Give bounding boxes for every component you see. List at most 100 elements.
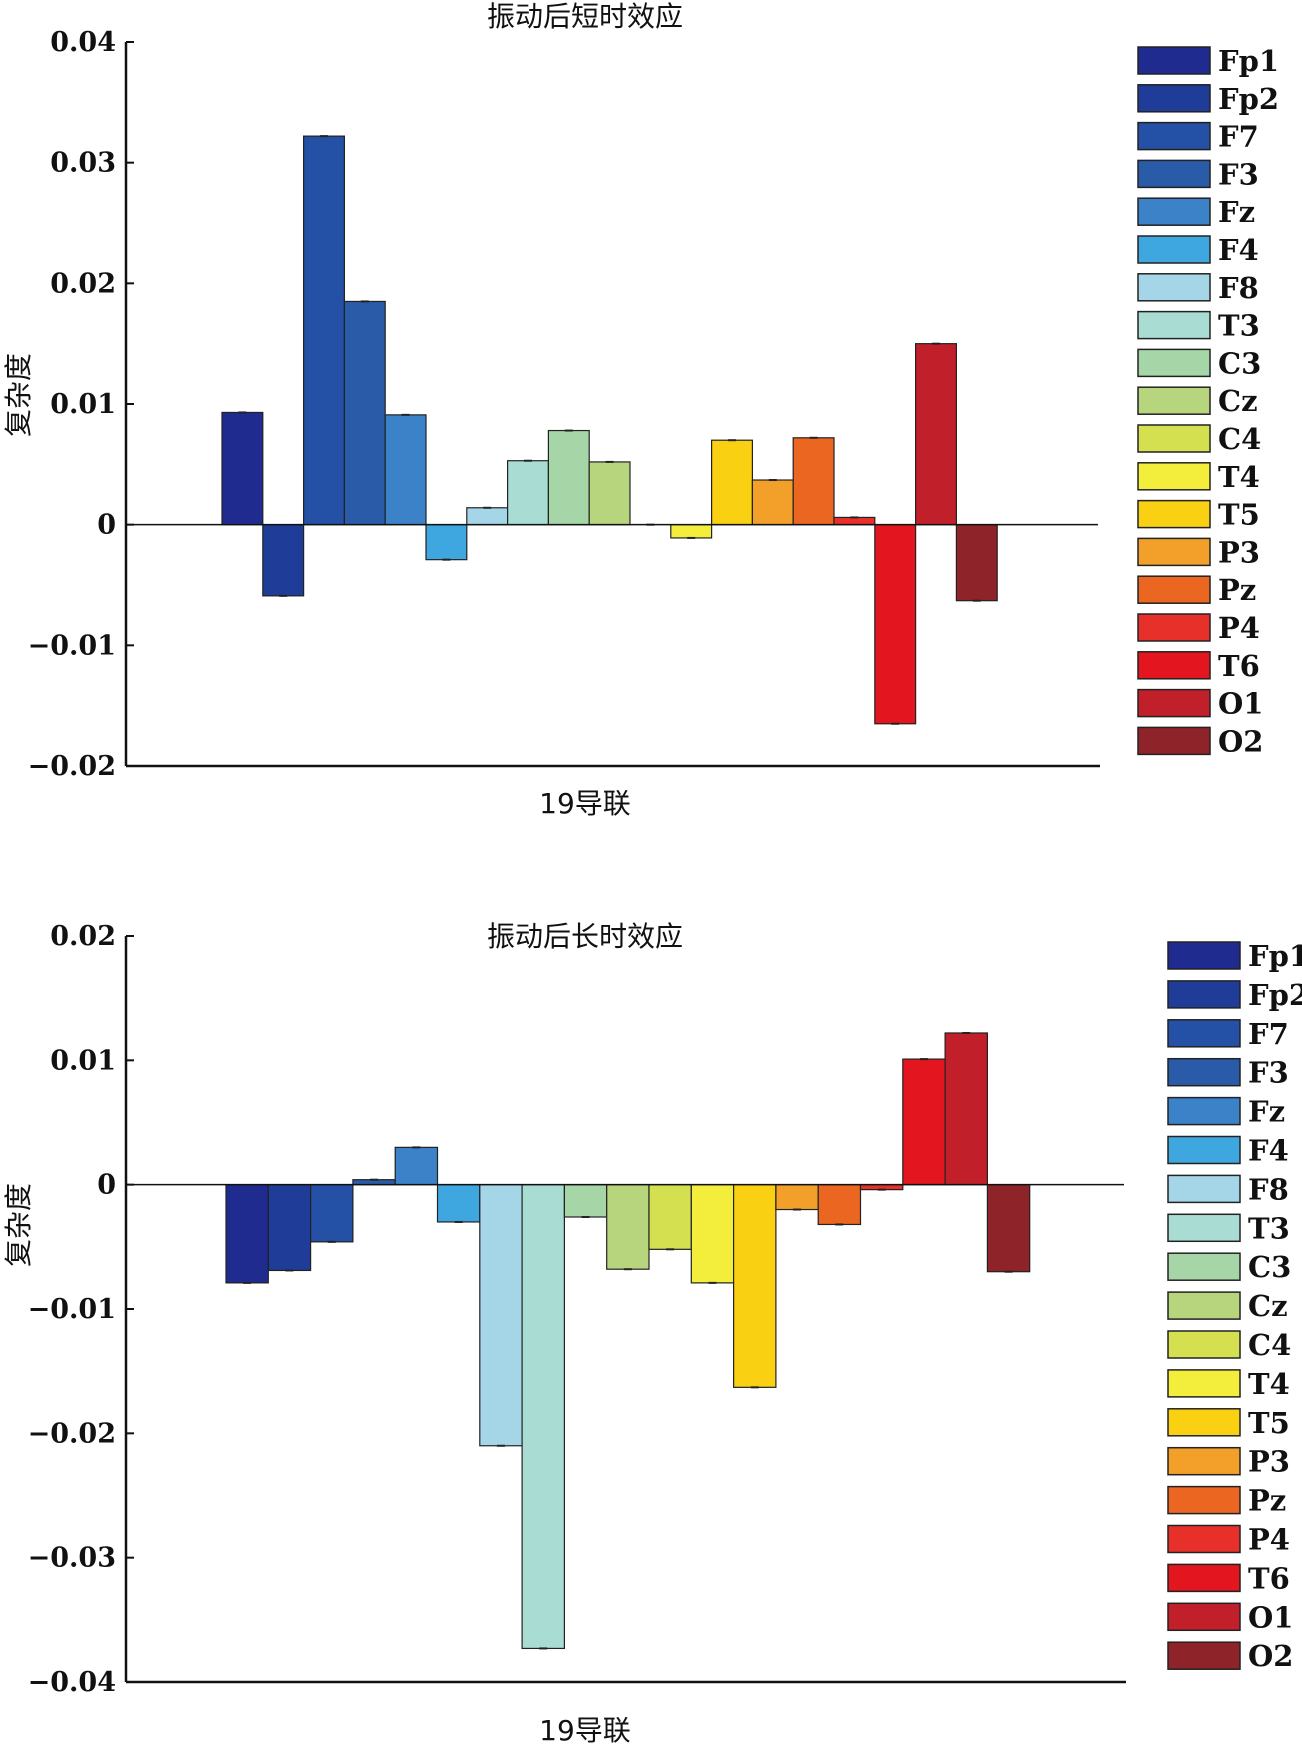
y-tick-label: 0.04 — [50, 27, 116, 58]
chart-short-term: 振动后短时效应 复杂度 19导联 0.04 0.03 0.02 0.01 0 −0.01 −… — [2, 0, 1279, 820]
y-tick-label: −0.01 — [28, 1294, 116, 1325]
legend-label-f7: F7 — [1218, 120, 1259, 154]
legend-label-t4: T4 — [1218, 460, 1260, 494]
y-tick-label: 0.01 — [50, 389, 116, 420]
legend-swatch-t4 — [1137, 462, 1211, 491]
chart-title: 振动后长时效应 — [487, 920, 683, 953]
legend-swatch-f4 — [1167, 1135, 1241, 1165]
legend-label-t4: T4 — [1248, 1367, 1290, 1401]
bar-o1 — [944, 1032, 988, 1186]
bar-t6 — [874, 524, 917, 725]
y-tick-label: −0.02 — [28, 751, 116, 782]
legend-swatch-c4 — [1137, 424, 1211, 453]
legend-swatch-o1 — [1137, 688, 1211, 718]
x-axis-label: 19导联 — [539, 1714, 631, 1745]
bar-c4 — [648, 1184, 692, 1250]
legend-label-fp1: Fp1 — [1248, 939, 1302, 973]
legend-swatch-t5 — [1137, 499, 1211, 529]
bar-fp2 — [267, 1184, 312, 1272]
legend-label-c4: C4 — [1248, 1328, 1291, 1362]
bar-t4 — [670, 524, 713, 539]
legend-swatch-pz — [1137, 575, 1211, 604]
legend-swatch-f7 — [1137, 121, 1211, 151]
legend-swatch-c3 — [1137, 348, 1211, 378]
legend-label-pz: Pz — [1248, 1484, 1286, 1518]
chart-title: 振动后短时效应 — [487, 0, 683, 33]
legend-label-o1: O1 — [1218, 687, 1263, 721]
legend-swatch-p3 — [1167, 1446, 1241, 1476]
legend-label-pz: Pz — [1218, 573, 1256, 607]
bar-cz — [606, 1184, 650, 1270]
legend-label-f8: F8 — [1218, 271, 1259, 305]
legend-swatch-fp2 — [1167, 980, 1241, 1009]
legend-label-fz: Fz — [1218, 195, 1255, 229]
legend-label-f3: F3 — [1218, 157, 1259, 191]
legend-swatch-t5 — [1167, 1408, 1241, 1437]
legend-swatch-o1 — [1167, 1602, 1241, 1632]
legend-label-f4: F4 — [1218, 233, 1259, 267]
y-tick-label: 0 — [97, 1170, 116, 1201]
legend-swatch-f3 — [1137, 159, 1211, 189]
y-tick-label: 0.01 — [50, 1045, 116, 1076]
legend-swatch-p4 — [1137, 613, 1211, 642]
bar-p3 — [775, 1184, 819, 1211]
legend-label-p3: P3 — [1248, 1445, 1290, 1479]
legend-swatch-cz — [1167, 1291, 1241, 1320]
legend-swatch-pz — [1167, 1485, 1241, 1515]
y-tick-label: −0.01 — [28, 630, 116, 661]
legend-swatch-t3 — [1137, 310, 1211, 340]
legend-swatch-f4 — [1137, 235, 1211, 264]
legend-label-cz: Cz — [1218, 384, 1258, 418]
bar-f4 — [425, 524, 468, 561]
bar-t3 — [521, 1184, 565, 1650]
legend-swatch-t6 — [1167, 1563, 1241, 1593]
legend-swatch-fz — [1137, 197, 1211, 226]
y-tick-label: 0.02 — [50, 268, 116, 299]
legend-swatch-o2 — [1137, 726, 1211, 756]
bar-t3 — [507, 460, 550, 526]
y-tick-label: −0.03 — [28, 1543, 116, 1574]
legend-swatch-t3 — [1167, 1213, 1241, 1243]
bar-fp2 — [262, 524, 305, 597]
legend-label-t3: T3 — [1248, 1211, 1290, 1245]
bar-p3 — [751, 479, 794, 526]
bar-t5 — [732, 1184, 777, 1388]
bar-f3 — [343, 300, 386, 526]
bar-p4 — [833, 516, 876, 526]
bar-o1 — [914, 343, 957, 526]
bar-fz — [384, 414, 427, 526]
legend-swatch-fp2 — [1137, 84, 1211, 113]
legend-label-f7: F7 — [1248, 1017, 1289, 1051]
legend-swatch-c3 — [1167, 1252, 1241, 1281]
legend-label-p4: P4 — [1218, 611, 1260, 645]
legend-label-p3: P3 — [1218, 535, 1260, 569]
legend-swatch-t6 — [1137, 651, 1211, 680]
bar-f8 — [479, 1184, 523, 1447]
x-axis-label: 19导联 — [539, 787, 631, 820]
legend-label-f4: F4 — [1248, 1134, 1289, 1168]
y-tick-label: −0.02 — [28, 1418, 116, 1449]
legend-label-c4: C4 — [1218, 422, 1261, 456]
legend-label-fp1: Fp1 — [1218, 44, 1279, 78]
y-tick-label: −0.04 — [28, 1667, 116, 1698]
legend-swatch-t4 — [1167, 1369, 1241, 1398]
legend-label-t6: T6 — [1248, 1561, 1290, 1595]
y-tick-label: 0.03 — [50, 148, 116, 179]
y-tick-label: 0.02 — [50, 921, 116, 952]
legend-label-c3: C3 — [1218, 346, 1261, 380]
legend-label-cz: Cz — [1248, 1289, 1288, 1323]
legend-label-fp2: Fp2 — [1248, 978, 1302, 1012]
legend-swatch-cz — [1137, 386, 1211, 415]
bar-fp1 — [221, 411, 264, 526]
legend-label-t5: T5 — [1218, 498, 1260, 532]
legend-label-o2: O2 — [1218, 724, 1263, 758]
bar-c3 — [563, 1184, 608, 1218]
y-axis-label: 复杂度 — [2, 353, 35, 437]
legend-swatch-f7 — [1167, 1019, 1241, 1048]
bar-c3 — [547, 429, 590, 526]
bar-t5 — [710, 439, 753, 526]
legend-label-fz: Fz — [1248, 1095, 1285, 1129]
bar-pz — [817, 1184, 862, 1226]
legend-swatch-f8 — [1167, 1174, 1241, 1204]
legend-swatch-p3 — [1137, 537, 1211, 567]
